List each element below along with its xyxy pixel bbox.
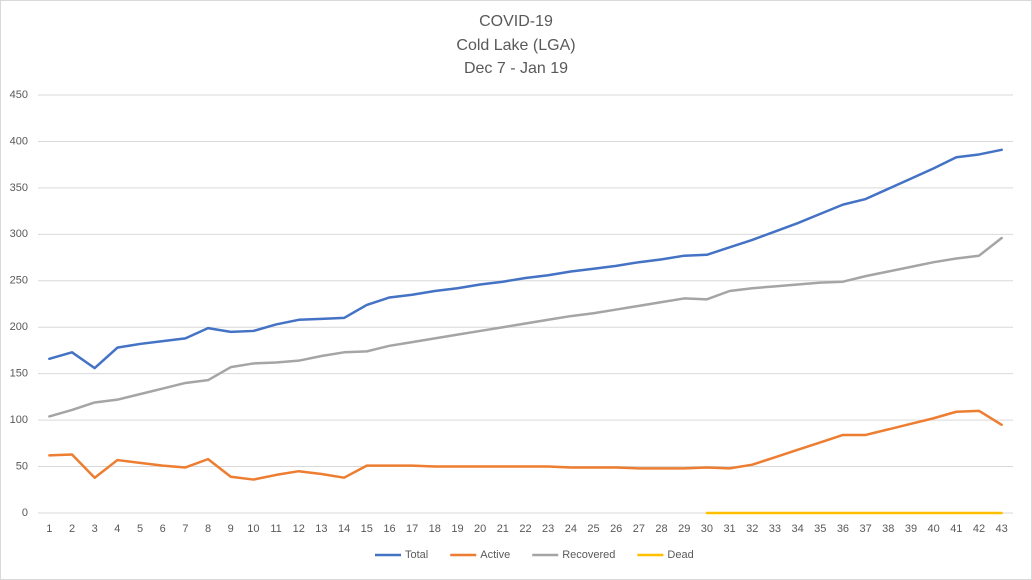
x-tick-label: 42	[973, 523, 985, 535]
y-tick-label: 200	[10, 321, 28, 333]
x-tick-label: 25	[587, 523, 599, 535]
x-tick-label: 27	[633, 523, 645, 535]
x-tick-label: 15	[361, 523, 373, 535]
y-tick-label: 50	[16, 460, 28, 472]
x-tick-label: 8	[205, 523, 211, 535]
x-tick-label: 1	[46, 523, 52, 535]
x-tick-label: 39	[905, 523, 917, 535]
x-tick-label: 26	[610, 523, 622, 535]
x-tick-label: 29	[678, 523, 690, 535]
series-line	[48, 236, 1003, 418]
x-tick-label: 13	[315, 523, 327, 535]
x-tick-label: 19	[451, 523, 463, 535]
x-tick-label: 32	[746, 523, 758, 535]
y-tick-label: 450	[10, 89, 28, 101]
x-tick-label: 31	[723, 523, 735, 535]
x-tick-label: 37	[859, 523, 871, 535]
legend-label: Total	[405, 549, 428, 561]
x-tick-label: 5	[137, 523, 143, 535]
x-tick-label: 40	[928, 523, 940, 535]
x-tick-label: 17	[406, 523, 418, 535]
x-tick-label: 34	[791, 523, 803, 535]
y-tick-label: 350	[10, 182, 28, 194]
x-tick-label: 10	[247, 523, 259, 535]
x-tick-label: 6	[160, 523, 166, 535]
x-tick-label: 21	[497, 523, 509, 535]
series-line	[48, 409, 1003, 481]
x-tick-label: 11	[270, 523, 281, 535]
y-tick-label: 250	[10, 275, 28, 287]
x-tick-label: 9	[228, 523, 234, 535]
y-tick-label: 300	[10, 228, 28, 240]
x-tick-label: 28	[655, 523, 667, 535]
y-tick-label: 0	[22, 507, 28, 519]
x-tick-label: 41	[950, 523, 962, 535]
x-tick-label: 33	[769, 523, 781, 535]
y-tick-label: 150	[10, 368, 28, 380]
x-tick-label: 16	[383, 523, 395, 535]
x-tick-label: 3	[92, 523, 98, 535]
x-tick-label: 22	[519, 523, 531, 535]
x-tick-label: 24	[565, 523, 577, 535]
x-tick-label: 23	[542, 523, 554, 535]
chart-title: COVID-19	[479, 13, 553, 30]
x-tick-label: 4	[114, 523, 120, 535]
x-tick-label: 20	[474, 523, 486, 535]
chart-title: Dec 7 - Jan 19	[464, 60, 568, 77]
chart-title: Cold Lake (LGA)	[456, 37, 575, 54]
x-tick-label: 14	[338, 523, 350, 535]
x-tick-label: 12	[293, 523, 305, 535]
x-tick-label: 18	[429, 523, 441, 535]
legend-label: Dead	[667, 549, 693, 561]
x-tick-label: 35	[814, 523, 826, 535]
y-tick-label: 400	[10, 135, 28, 147]
legend-label: Recovered	[562, 549, 615, 561]
x-tick-label: 36	[837, 523, 849, 535]
legend-label: Active	[480, 549, 510, 561]
x-tick-label: 7	[182, 523, 188, 535]
x-tick-label: 43	[996, 523, 1008, 535]
x-tick-label: 2	[69, 523, 75, 535]
x-tick-label: 30	[701, 523, 713, 535]
series-line	[48, 148, 1003, 370]
x-tick-label: 38	[882, 523, 894, 535]
y-tick-label: 100	[10, 414, 28, 426]
